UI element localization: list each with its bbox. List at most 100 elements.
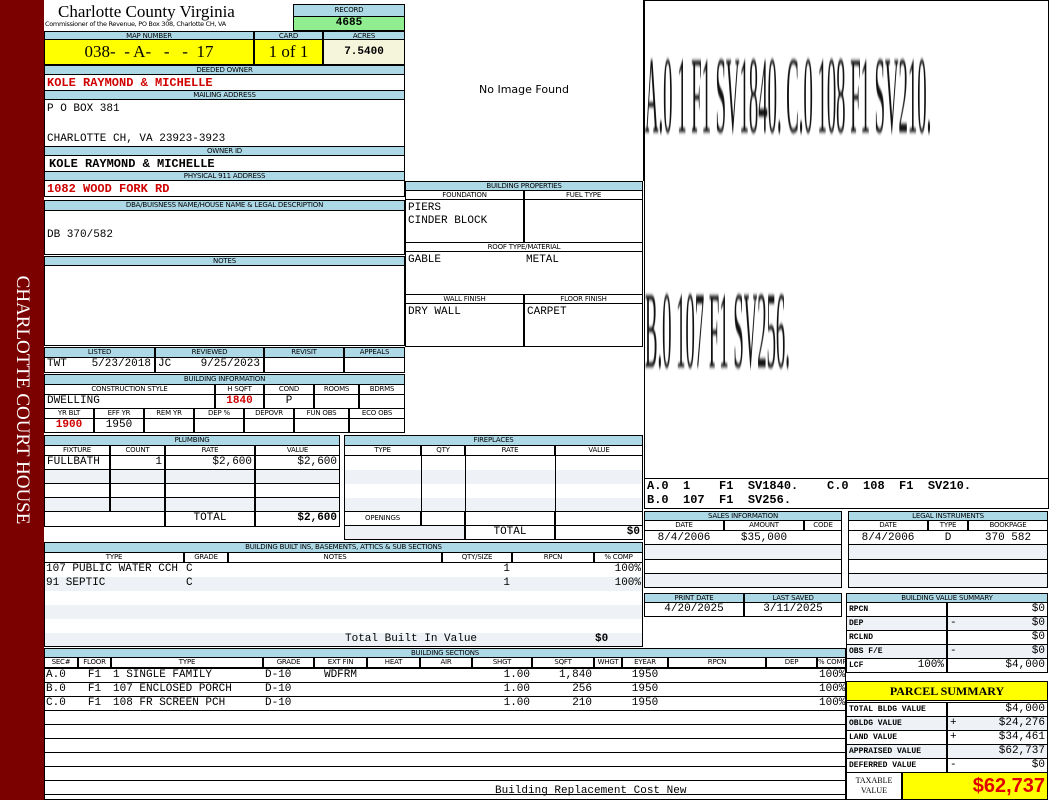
section-cell: F1: [87, 683, 102, 695]
plumbing-empty: [165, 469, 255, 484]
legal-description: DB 370/582: [44, 210, 405, 255]
owner-id: KOLE RAYMOND & MICHELLE: [44, 155, 405, 172]
effective-year: 1950: [94, 418, 144, 433]
sketch-area: A.0 1 F1 SV1840. C.0 108 F1 SV210. B.0 1…: [644, 0, 1049, 509]
sales-table: [644, 530, 842, 588]
builtin-cell: 91 SEPTIC: [46, 577, 106, 589]
mailing-line-2: CHARLOTTE CH, VA 23923-3923: [47, 133, 226, 145]
sketch-legend-1: A.0 1 F1 SV1840. C.0 108 F1 SV210.: [647, 479, 972, 493]
openings-value: [555, 511, 643, 526]
plumbing-rate: $2,600: [165, 455, 255, 470]
sections-col-header: RPCN: [668, 657, 766, 668]
county-title: Charlotte County Virginia: [58, 2, 235, 21]
section-cell: 1,840: [558, 669, 592, 681]
section-cell: 256: [572, 683, 592, 695]
builtin-cell: C: [186, 563, 193, 575]
builtin-cell: 100%: [614, 563, 641, 575]
value-summary-pct: 100%: [917, 659, 944, 671]
sections-col-header: AIR: [420, 657, 472, 668]
value-summary-label: LCF: [846, 658, 947, 673]
section-cell: C.0: [46, 697, 66, 709]
mailing-address: P O BOX 381 CHARLOTTE CH, VA 23923-3923: [44, 99, 405, 147]
plumbing-empty: [165, 497, 255, 512]
plumbing-value: $2,600: [255, 455, 340, 470]
sections-table: [44, 668, 846, 800]
mailing-line-1: P O BOX 381: [47, 103, 120, 115]
plumbing-empty: [110, 469, 165, 484]
roof-value: GABLE METAL: [405, 251, 643, 295]
value-summary-value: $0: [947, 602, 1048, 617]
plumbing-empty: [44, 483, 110, 498]
card-number: 1 of 1: [254, 39, 323, 65]
parcel-summary-sign: +: [950, 717, 957, 729]
listed-date: 5/23/2018: [91, 358, 151, 370]
sections-col-header: SQFT: [532, 657, 594, 668]
parcel-summary-label: DEFERRED VALUE: [846, 758, 947, 773]
side-banner-text: CHARLOTTE COURT HOUSE: [12, 275, 33, 525]
bedrooms: [359, 394, 405, 409]
section-cell: 1950: [631, 697, 659, 709]
sketch-legend: A.0 1 F1 SV1840. C.0 108 F1 SV210. B.0 10…: [645, 478, 1048, 507]
taxable-value-label: TAXABLE VALUE: [846, 772, 902, 800]
fireplace-total-spacer: [344, 525, 465, 540]
fireplace-rows: [344, 455, 643, 512]
openings-qty: [421, 511, 465, 526]
sections-col-header: GRADE: [263, 657, 314, 668]
notes-box: [44, 265, 405, 346]
section-cell: 1950: [631, 669, 659, 681]
print-date: 4/20/2025: [644, 602, 744, 617]
plumbing-empty: [255, 483, 340, 498]
physical-address: 1082 WOOD FORK RD: [44, 180, 405, 197]
builtins-total-label: Total Built In Value: [345, 633, 478, 645]
plumbing-count: 1: [110, 455, 165, 470]
no-image-text: No Image Found: [479, 83, 569, 96]
commissioner-address: Commissioner of the Revenue, PO Box 308,…: [45, 20, 226, 28]
section-cell: D-10: [265, 669, 292, 681]
builtin-cell: C: [186, 577, 193, 589]
value-summary-value: $0: [947, 630, 1048, 645]
parcel-summary-title: PARCEL SUMMARY: [846, 681, 1048, 701]
side-banner: CHARLOTTE COURT HOUSE: [0, 0, 44, 800]
construction-style: DWELLING: [44, 394, 215, 409]
revisit-value: [264, 357, 344, 373]
plumbing-total: $2,600: [255, 511, 340, 527]
parcel-summary-label: LAND VALUE: [846, 730, 947, 745]
value-summary-sign: -: [950, 645, 957, 657]
plumbing-empty: [165, 483, 255, 498]
remodel-year: [144, 418, 194, 433]
sections-col-header: SEC#: [44, 657, 78, 668]
section-cell: 1 SINGLE FAMILY: [113, 669, 213, 681]
parcel-summary-value: $62,737: [947, 744, 1048, 759]
parcel-summary-label: APPRAISED VALUE: [846, 744, 947, 759]
section-cell: 1.00: [503, 697, 530, 709]
value-summary-value: $4,000: [947, 658, 1048, 673]
sections-col-header: DEP: [766, 657, 817, 668]
section-cell: B.0: [46, 683, 66, 695]
section-cell: D-10: [265, 683, 292, 695]
functional-obs: [294, 418, 349, 433]
fuel-type-value: [524, 199, 643, 243]
fireplace-total-label: TOTAL: [465, 525, 555, 540]
sections-col-header: HEAT: [367, 657, 420, 668]
dep-percent: [194, 418, 244, 433]
section-cell: A.0: [46, 669, 66, 681]
wall-finish: DRY WALL: [405, 303, 524, 347]
value-summary-label: RCLND: [846, 630, 947, 645]
sections-col-header: TYPE: [111, 657, 263, 668]
plumbing-empty: [255, 469, 340, 484]
value-summary-value: $0: [947, 616, 1048, 631]
sections-col-header: FLOOR: [78, 657, 111, 668]
appeals-value: [344, 357, 405, 373]
sections-col-header: EYEAR: [622, 657, 668, 668]
section-cell: 210: [572, 697, 592, 709]
section-cell: 100%: [819, 697, 846, 709]
listed-by: TWT: [47, 358, 67, 370]
instrument-date: 8/4/2006: [861, 532, 915, 544]
rooms: [314, 394, 359, 409]
roof-material: METAL: [526, 254, 560, 266]
builtins-table: [44, 562, 643, 647]
section-cell: WDFRM: [323, 669, 357, 681]
builtin-cell: 107 PUBLIC WATER CCH: [46, 563, 179, 575]
taxable-value: $62,737: [902, 772, 1048, 800]
parcel-summary-sign: +: [950, 731, 957, 743]
